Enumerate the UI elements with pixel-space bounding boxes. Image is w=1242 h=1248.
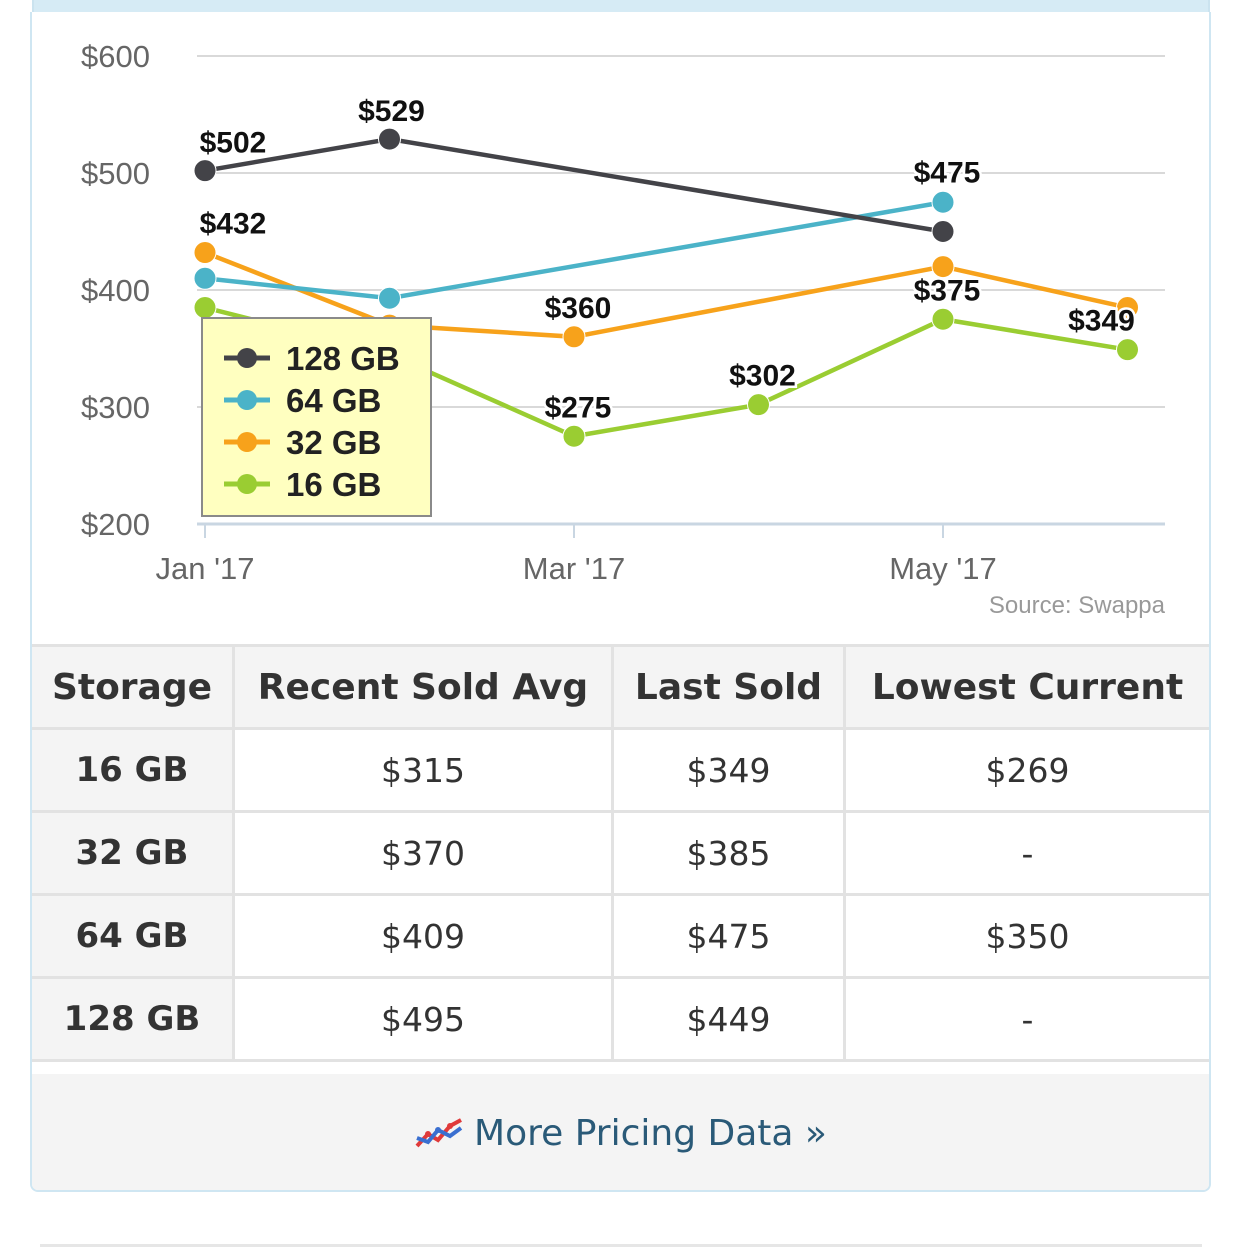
data-point — [1116, 338, 1139, 362]
legend-swatch-dot — [237, 348, 257, 368]
legend-swatch-dot — [237, 474, 257, 494]
storage-cell: 64 GB — [32, 893, 235, 979]
last-sold-cell: $475 — [611, 893, 846, 979]
last-sold-cell: $349 — [611, 727, 846, 813]
series-line — [204, 136, 944, 234]
series-line — [204, 200, 944, 301]
x-tick-label: Mar '17 — [523, 551, 625, 586]
table-row: 64 GB $409 $475 $350 — [32, 893, 1209, 979]
recent-sold-avg-cell: $409 — [232, 893, 614, 979]
data-point — [931, 307, 955, 331]
y-tick-label: $500 — [81, 156, 150, 191]
pricing-card: $200 $300 $400 $500 $600 Jan '17 Mar '17 May '1… — [30, 12, 1211, 1192]
data-point — [193, 241, 217, 265]
data-point — [931, 220, 955, 243]
price-history-chart: $200 $300 $400 $500 $600 Jan '17 Mar '17 May '1… — [81, 39, 1166, 619]
data-label: $529 — [358, 95, 425, 128]
legend-swatch-dot — [237, 432, 257, 452]
y-tick-label: $300 — [81, 390, 150, 425]
legend-label: 128 GB — [286, 340, 400, 377]
y-tick-label: $200 — [81, 507, 150, 542]
last-sold-cell: $385 — [611, 810, 846, 896]
last-sold-cell: $449 — [611, 976, 846, 1062]
data-label: $432 — [200, 208, 267, 241]
recent-sold-avg-cell: $315 — [232, 727, 614, 813]
y-tick-label: $400 — [81, 273, 150, 308]
card-top-bar — [32, 0, 1210, 12]
recent-sold-avg-cell: $495 — [232, 976, 614, 1062]
recent-sold-avg-cell: $370 — [232, 810, 614, 896]
data-point — [747, 393, 770, 417]
lowest-current-cell: $269 — [843, 727, 1209, 813]
x-tick-label: Jan '17 — [156, 551, 255, 586]
table-row: 128 GB $495 $449 - — [32, 976, 1209, 1062]
card-footer: More Pricing Data » — [32, 1074, 1209, 1190]
data-label: $502 — [200, 127, 267, 160]
data-label: $360 — [545, 292, 612, 325]
storage-cell: 128 GB — [32, 976, 235, 1062]
storage-cell: 32 GB — [32, 810, 235, 896]
data-point — [931, 190, 955, 214]
legend-label: 64 GB — [286, 382, 381, 419]
data-point — [378, 286, 401, 310]
table-row: 16 GB $315 $349 $269 — [32, 727, 1209, 813]
data-point — [378, 127, 401, 151]
data-point — [931, 255, 955, 279]
data-label: $375 — [914, 274, 981, 307]
divider — [40, 1244, 1202, 1247]
legend-label: 16 GB — [286, 466, 381, 503]
header-last-sold: Last Sold — [611, 644, 846, 730]
data-point — [562, 424, 586, 448]
lowest-current-cell: $350 — [843, 893, 1209, 979]
header-recent-sold-avg: Recent Sold Avg — [232, 644, 614, 730]
more-pricing-data-label: More Pricing Data » — [474, 1112, 827, 1154]
data-point — [193, 266, 217, 290]
legend-label: 32 GB — [286, 424, 381, 461]
lowest-current-cell: - — [843, 810, 1209, 896]
data-point — [193, 159, 217, 183]
header-storage: Storage — [32, 644, 235, 730]
y-tick-label: $600 — [81, 39, 150, 74]
pricing-table: Storage Recent Sold Avg Last Sold Lowest… — [32, 644, 1209, 1062]
chart-trend-icon — [415, 1118, 463, 1148]
legend-swatch-dot — [237, 390, 257, 410]
data-point — [193, 296, 217, 320]
header-lowest-current: Lowest Current — [843, 644, 1209, 730]
source-credit: Source: Swappa — [989, 592, 1166, 619]
lowest-current-cell: - — [843, 976, 1209, 1062]
storage-cell: 16 GB — [32, 727, 235, 813]
x-tick-label: May '17 — [889, 551, 997, 586]
data-label: $475 — [914, 156, 981, 189]
data-label: $349 — [1068, 305, 1135, 338]
data-label: $275 — [545, 391, 612, 424]
more-pricing-data-link[interactable]: More Pricing Data » — [414, 1113, 827, 1154]
data-point — [562, 325, 586, 349]
table-header-row: Storage Recent Sold Avg Last Sold Lowest… — [32, 644, 1209, 730]
table-row: 32 GB $370 $385 - — [32, 810, 1209, 896]
data-point — [1116, 296, 1139, 320]
data-label: $302 — [729, 360, 796, 393]
